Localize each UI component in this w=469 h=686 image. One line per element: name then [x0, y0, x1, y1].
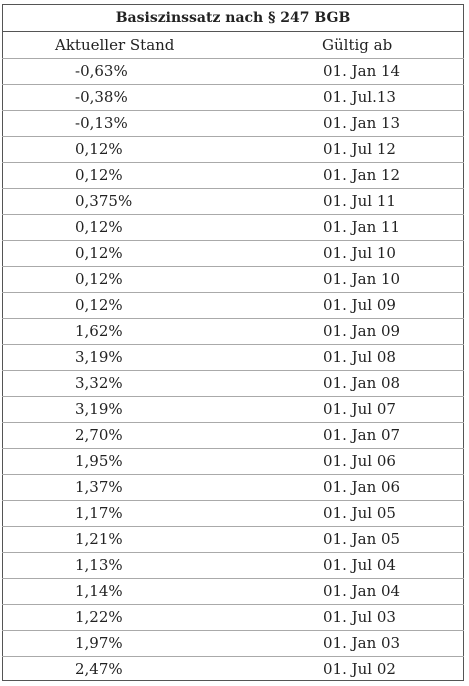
table-row: 0,375% 01. Jul 11: [2, 188, 464, 214]
date-cell: 01. Jan 13: [323, 114, 401, 132]
date-cell: 01. Jul 10: [323, 244, 396, 262]
table-row: 1,14% 01. Jan 04: [2, 578, 464, 604]
date-cell: 01. Jul.13: [323, 88, 396, 106]
rate-cell: 0,12%: [75, 244, 123, 262]
date-cell: 01. Jan 10: [323, 270, 401, 288]
rate-cell: 1,97%: [75, 634, 123, 652]
table-row: 0,12% 01. Jul 12: [2, 136, 464, 162]
table-row: -0,38% 01. Jul.13: [2, 84, 464, 110]
rate-cell: 2,47%: [75, 660, 123, 678]
table-row: 3,32% 01. Jan 08: [2, 370, 464, 396]
rate-cell: 2,70%: [75, 426, 123, 444]
rate-cell: -0,13%: [75, 114, 128, 132]
rate-cell: 1,62%: [75, 322, 123, 340]
table-row: 0,12% 01. Jan 12: [2, 162, 464, 188]
date-cell: 01. Jan 06: [323, 478, 401, 496]
rate-cell: 3,19%: [75, 348, 123, 366]
table-row: 0,12% 01. Jul 10: [2, 240, 464, 266]
rate-cell: 1,13%: [75, 556, 123, 574]
date-cell: 01. Jul 11: [323, 192, 396, 210]
table-row: 1,97% 01. Jan 03: [2, 630, 464, 656]
table-row: 0,12% 01. Jul 09: [2, 292, 464, 318]
table-row: -0,13% 01. Jan 13: [2, 110, 464, 136]
date-cell: 01. Jul 05: [323, 504, 396, 522]
table-row: 1,37% 01. Jan 06: [2, 474, 464, 500]
table-row: 2,70% 01. Jan 07: [2, 422, 464, 448]
table-frame: [2, 4, 464, 681]
date-cell: 01. Jul 08: [323, 348, 396, 366]
rate-cell: -0,38%: [75, 88, 128, 106]
date-cell: 01. Jan 04: [323, 582, 401, 600]
rate-cell: 3,19%: [75, 400, 123, 418]
date-cell: 01. Jul 04: [323, 556, 396, 574]
rate-cell: 0,375%: [75, 192, 133, 210]
rate-cell: 1,21%: [75, 530, 123, 548]
table-row: 1,95% 01. Jul 06: [2, 448, 464, 474]
date-cell: 01. Jul 12: [323, 140, 396, 158]
table-row: 3,19% 01. Jul 07: [2, 396, 464, 422]
table-row: -0,63% 01. Jan 14: [2, 58, 464, 84]
column-header: Aktueller Stand: [55, 36, 175, 54]
date-cell: 01. Jan 14: [323, 62, 401, 80]
table-row: 1,62% 01. Jan 09: [2, 318, 464, 344]
date-cell: 01. Jan 03: [323, 634, 401, 652]
rate-cell: 3,32%: [75, 374, 123, 392]
rate-cell: 0,12%: [75, 140, 123, 158]
rate-cell: 1,14%: [75, 582, 123, 600]
column-header: Gültig ab: [322, 36, 393, 54]
date-cell: 01. Jan 09: [323, 322, 401, 340]
table-row: 1,17% 01. Jul 05: [2, 500, 464, 526]
date-cell: 01. Jan 05: [323, 530, 401, 548]
rate-cell: 0,12%: [75, 296, 123, 314]
table-row: 1,22% 01. Jul 03: [2, 604, 464, 630]
table-row: 0,12% 01. Jan 11: [2, 214, 464, 240]
table-row: 2,47% 01. Jul 02: [2, 656, 464, 682]
rate-cell: 1,22%: [75, 608, 123, 626]
rate-cell: 0,12%: [75, 270, 123, 288]
rate-cell: 1,37%: [75, 478, 123, 496]
date-cell: 01. Jan 08: [323, 374, 401, 392]
date-cell: 01. Jan 07: [323, 426, 401, 444]
rate-cell: 1,95%: [75, 452, 123, 470]
date-cell: 01. Jul 03: [323, 608, 396, 626]
date-cell: 01. Jan 11: [323, 218, 401, 236]
rate-cell: -0,63%: [75, 62, 128, 80]
table-row: 1,21% 01. Jan 05: [2, 526, 464, 552]
table-title: Basiszinssatz nach § 247 BGB: [2, 4, 464, 32]
date-cell: 01. Jul 02: [323, 660, 396, 678]
rate-cell: 1,17%: [75, 504, 123, 522]
table-row: 1,13% 01. Jul 04: [2, 552, 464, 578]
rate-cell: 0,12%: [75, 166, 123, 184]
table-row: 3,19% 01. Jul 08: [2, 344, 464, 370]
table-row: 0,12% 01. Jan 10: [2, 266, 464, 292]
rate-cell: 0,12%: [75, 218, 123, 236]
date-cell: 01. Jul 09: [323, 296, 396, 314]
date-cell: 01. Jan 12: [323, 166, 401, 184]
date-cell: 01. Jul 07: [323, 400, 396, 418]
date-cell: 01. Jul 06: [323, 452, 396, 470]
